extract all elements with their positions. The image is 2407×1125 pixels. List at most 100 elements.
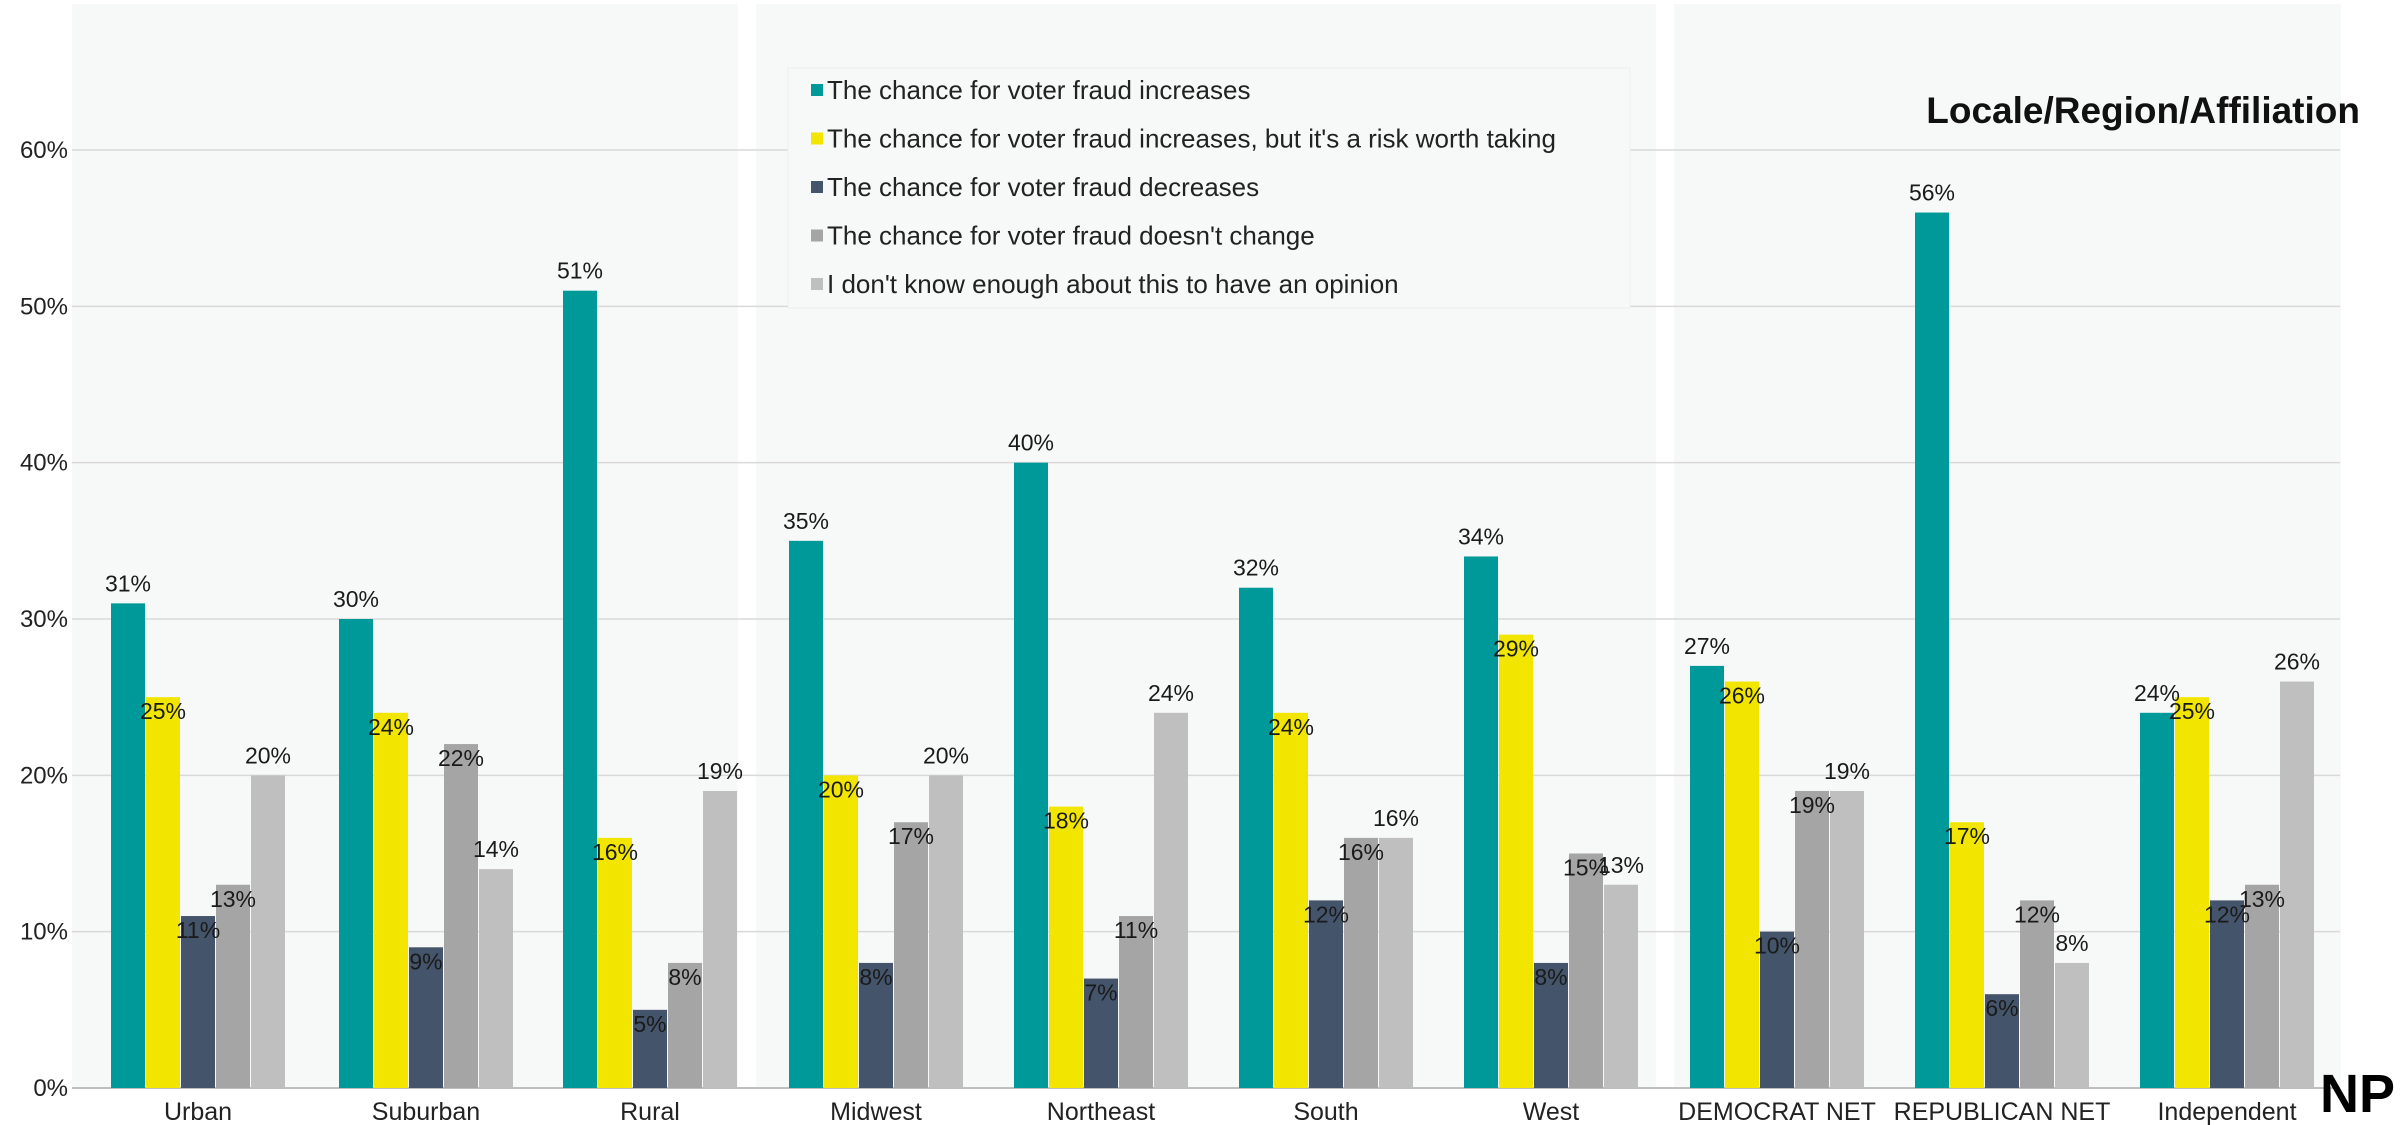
- data-label: 13%: [210, 886, 256, 912]
- bar-independent-series-3: [2210, 900, 2244, 1088]
- bar-urban-series-2: [146, 697, 180, 1088]
- bar-independent-series-4: [2245, 884, 2279, 1088]
- legend-label-2: The chance for voter fraud increases, bu…: [827, 124, 1556, 154]
- data-label: 24%: [1148, 680, 1194, 706]
- data-label: 16%: [592, 839, 638, 865]
- data-label: 15%: [1563, 855, 1609, 881]
- legend: The chance for voter fraud increases The …: [787, 67, 1631, 309]
- bar-midwest-series-1: [789, 540, 823, 1088]
- legend-label-3: The chance for voter fraud decreases: [827, 172, 1259, 202]
- data-label: 16%: [1373, 805, 1419, 831]
- data-label: 19%: [697, 758, 743, 784]
- bar-south-series-5: [1379, 837, 1413, 1088]
- bar-rural-series-3: [633, 1009, 667, 1088]
- data-label: 10%: [1754, 933, 1800, 959]
- x-label-midwest: Midwest: [830, 1098, 922, 1125]
- data-label: 30%: [333, 586, 379, 612]
- data-label: 24%: [2134, 680, 2180, 706]
- data-label: 18%: [1043, 808, 1089, 834]
- bar-urban-series-4: [216, 884, 250, 1088]
- np-logo: NP: [2320, 1064, 2395, 1124]
- bar-south-series-2: [1274, 712, 1308, 1088]
- bar-democrat-net-series-1: [1690, 665, 1724, 1088]
- y-tick-label: 30%: [20, 606, 68, 633]
- bar-rural-series-5: [703, 790, 737, 1088]
- x-label-west: West: [1523, 1098, 1580, 1125]
- data-label: 5%: [633, 1011, 666, 1037]
- legend-label-5: I don't know enough about this to have a…: [827, 269, 1399, 299]
- bar-democrat-net-series-4: [1795, 790, 1829, 1088]
- x-label-independent: Independent: [2157, 1098, 2296, 1125]
- chart-title: Locale/Region/Affiliation: [1926, 90, 2360, 131]
- x-label-south: South: [1293, 1098, 1358, 1125]
- data-label: 11%: [1114, 917, 1158, 943]
- x-label-suburban: Suburban: [372, 1098, 480, 1125]
- data-labels: 31%25%11%13%20%30%24%9%22%14%51%16%5%8%1…: [105, 180, 2320, 1037]
- bar-suburban-series-2: [374, 712, 408, 1088]
- bar-midwest-series-5: [929, 775, 963, 1088]
- data-label: 12%: [1303, 901, 1349, 927]
- y-tick-label: 20%: [20, 762, 68, 789]
- y-tick-label: 10%: [20, 919, 68, 946]
- legend-swatch-2: [811, 132, 823, 145]
- data-label: 13%: [1598, 852, 1644, 878]
- data-label: 56%: [1909, 180, 1955, 206]
- data-label: 16%: [1338, 839, 1384, 865]
- data-label: 8%: [2055, 930, 2088, 956]
- bar-suburban-series-1: [339, 619, 373, 1088]
- bar-west-series-4: [1569, 853, 1603, 1088]
- bar-northeast-series-2: [1049, 806, 1083, 1088]
- data-label: 7%: [1084, 980, 1117, 1006]
- data-label: 26%: [1719, 683, 1765, 709]
- bar-south-series-4: [1344, 837, 1378, 1088]
- bar-northeast-series-4: [1119, 916, 1153, 1088]
- legend-swatch-5: [811, 278, 823, 290]
- bar-urban-series-3: [181, 916, 215, 1088]
- data-label: 17%: [888, 823, 934, 849]
- data-label: 19%: [1789, 792, 1835, 818]
- bar-urban-series-5: [251, 775, 285, 1088]
- bar-west-series-3: [1534, 962, 1568, 1088]
- data-label: 11%: [176, 917, 220, 943]
- bar-democrat-net-series-3: [1760, 931, 1794, 1088]
- data-label: 25%: [140, 698, 186, 724]
- data-label: 24%: [368, 714, 414, 740]
- bar-democrat-net-series-5: [1830, 790, 1864, 1088]
- data-label: 8%: [1534, 964, 1567, 990]
- bar-northeast-series-1: [1014, 462, 1048, 1089]
- data-label: 34%: [1458, 523, 1504, 549]
- data-label: 20%: [923, 742, 969, 768]
- bar-republican-net-series-3: [1985, 994, 2019, 1088]
- bar-west-series-2: [1499, 634, 1533, 1088]
- bars: [111, 212, 2314, 1089]
- bar-midwest-series-3: [859, 962, 893, 1088]
- bar-republican-net-series-5: [2055, 962, 2089, 1088]
- bar-south-series-1: [1239, 587, 1273, 1088]
- bar-suburban-series-5: [479, 869, 513, 1088]
- data-label: 22%: [438, 745, 484, 771]
- y-tick-label: 40%: [20, 450, 68, 477]
- data-label: 29%: [1493, 636, 1539, 662]
- legend-swatch-1: [811, 84, 823, 96]
- data-label: 14%: [473, 836, 519, 862]
- legend-swatch-4: [811, 229, 823, 242]
- data-label: 25%: [2169, 698, 2215, 724]
- data-label: 32%: [1233, 555, 1279, 581]
- x-label-republican-net: REPUBLICAN NET: [1894, 1098, 2111, 1125]
- bar-rural-series-2: [598, 837, 632, 1088]
- data-label: 20%: [818, 776, 864, 802]
- bar-suburban-series-3: [409, 947, 443, 1088]
- bar-south-series-3: [1309, 900, 1343, 1088]
- data-label: 6%: [1985, 995, 2018, 1021]
- legend-label-4: The chance for voter fraud doesn't chang…: [827, 221, 1315, 251]
- data-label: 40%: [1008, 430, 1054, 456]
- data-label: 26%: [2274, 649, 2320, 675]
- y-tick-label: 0%: [33, 1075, 68, 1102]
- data-label: 8%: [859, 964, 892, 990]
- y-axis-labels: 0% 10% 20% 30% 40% 50% 60%: [20, 137, 68, 1102]
- data-label: 12%: [2014, 901, 2060, 927]
- data-label: 51%: [557, 258, 603, 284]
- bar-republican-net-series-2: [1950, 822, 1984, 1088]
- data-label: 8%: [668, 964, 701, 990]
